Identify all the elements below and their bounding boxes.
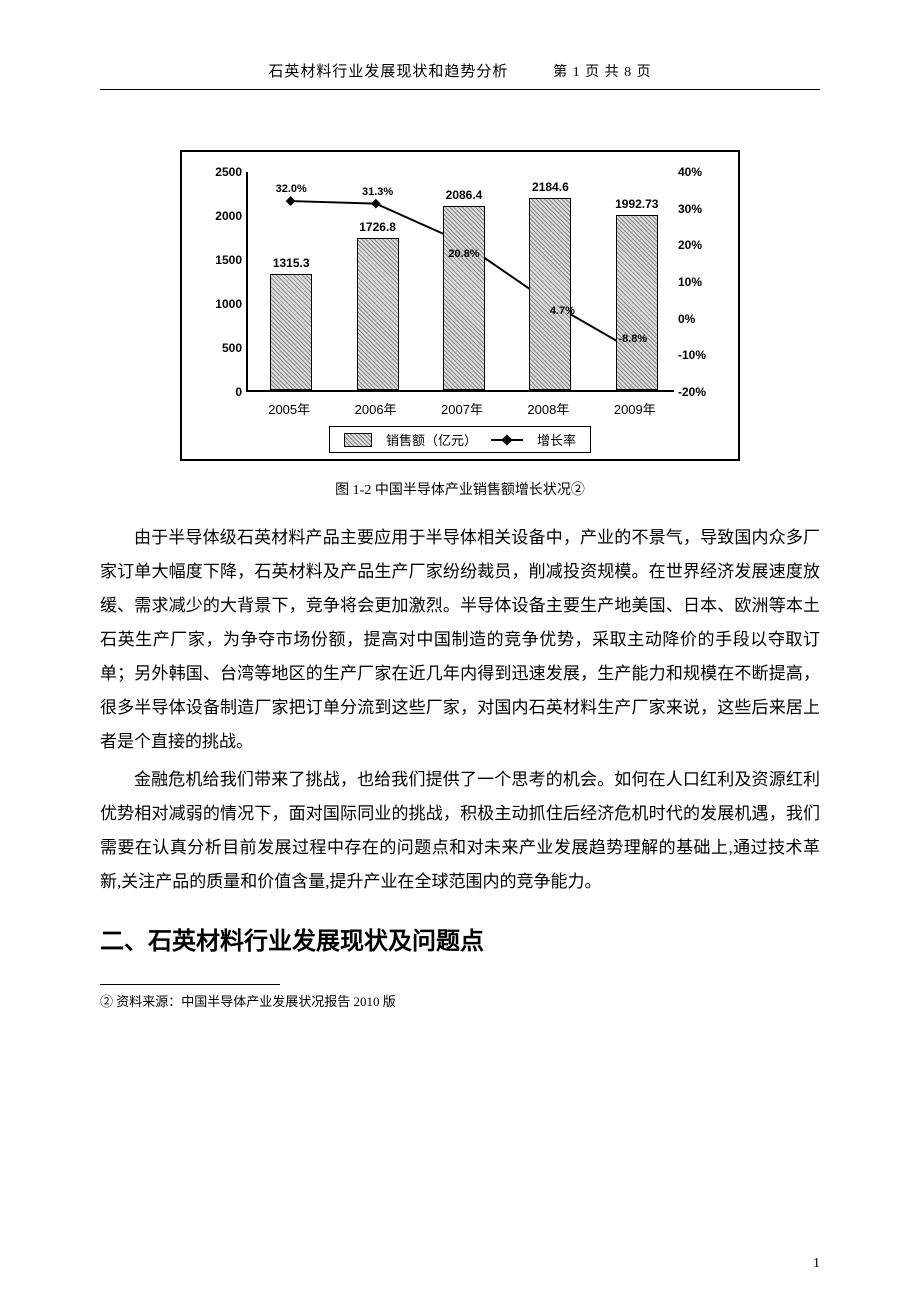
bar-value-label: 1315.3 [273, 256, 310, 270]
y-right-tick: 40% [678, 165, 728, 179]
y-left-tick: 0 [192, 385, 242, 399]
y-left-tick: 1000 [192, 297, 242, 311]
y-right-tick: 10% [678, 275, 728, 289]
growth-rate-label: 20.8% [448, 248, 479, 260]
chart-plot: 1315.3 1726.8 2086.4 2184.6 1992.73 32.0% 31.3… [246, 172, 674, 392]
x-category-label: 2005年 [268, 399, 310, 418]
footnote: ② 资料来源：中国半导体产业发展状况报告 2010 版 [100, 991, 820, 1010]
legend-line-swatch [491, 436, 523, 444]
x-category-label: 2008年 [527, 399, 569, 418]
bar [357, 238, 399, 390]
header-rule [100, 89, 820, 90]
y-left-tick: 2500 [192, 165, 242, 179]
y-left-tick: 1500 [192, 253, 242, 267]
header-title: 石英材料行业发展现状和趋势分析 [268, 60, 508, 81]
bar [270, 274, 312, 390]
body-paragraph-1: 由于半导体级石英材料产品主要应用于半导体相关设备中，产业的不景气，导致国内众多厂… [100, 521, 820, 759]
y-right-tick: 0% [678, 312, 728, 326]
bar-value-label: 2184.6 [532, 180, 569, 194]
growth-rate-label: 31.3% [362, 186, 393, 198]
y-right-tick: 30% [678, 202, 728, 216]
legend-bar-label: 销售额（亿元） [386, 430, 477, 449]
header-page-indicator: 第 1 页 共 8 页 [553, 61, 652, 81]
section-heading-2: 二、石英材料行业发展现状及问题点 [100, 921, 820, 956]
growth-rate-label: 32.0% [276, 183, 307, 195]
y-left-tick: 500 [192, 341, 242, 355]
bar-value-label: 1992.73 [615, 197, 658, 211]
sales-growth-chart: 1315.3 1726.8 2086.4 2184.6 1992.73 32.0% 31.3… [180, 150, 740, 461]
y-right-tick: -20% [678, 385, 728, 399]
bar-value-label: 2086.4 [446, 188, 483, 202]
x-category-label: 2007年 [441, 399, 483, 418]
bar [616, 215, 658, 390]
y-left-tick: 2000 [192, 209, 242, 223]
x-category-label: 2009年 [614, 399, 656, 418]
chart-legend: 销售额（亿元） 增长率 [329, 426, 591, 453]
page-number: 1 [813, 1256, 820, 1272]
body-paragraph-2: 金融危机给我们带来了挑战，也给我们提供了一个思考的机会。如何在人口红利及资源红利… [100, 763, 820, 899]
chart-caption: 图 1-2 中国半导体产业销售额增长状况② [100, 479, 820, 499]
bar [443, 206, 485, 390]
legend-line-label: 增长率 [537, 430, 576, 449]
footnote-rule [100, 984, 280, 985]
legend-bar-swatch [344, 433, 372, 447]
growth-rate-label: -8.8% [618, 333, 647, 345]
bar [529, 198, 571, 390]
bar-value-label: 1726.8 [359, 220, 396, 234]
y-right-tick: 20% [678, 238, 728, 252]
growth-rate-label: 4.7% [550, 305, 575, 317]
page: 石英材料行业发展现状和趋势分析 第 1 页 共 8 页 1315.3 1726.8… [0, 0, 920, 1302]
x-category-label: 2006年 [355, 399, 397, 418]
chart-area: 1315.3 1726.8 2086.4 2184.6 1992.73 32.0% 31.3… [192, 162, 728, 422]
y-right-tick: -10% [678, 348, 728, 362]
page-header: 石英材料行业发展现状和趋势分析 第 1 页 共 8 页 [100, 60, 820, 81]
